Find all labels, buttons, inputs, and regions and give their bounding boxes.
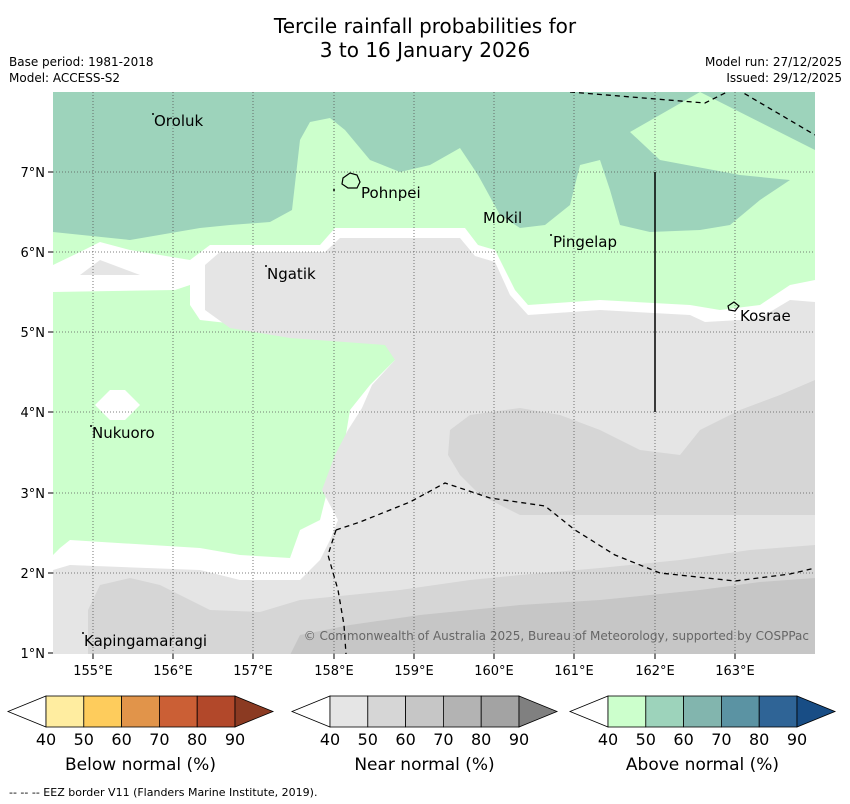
colorbar-tick-label: 40 [597,730,619,749]
colorbar-max-triangle [796,695,837,728]
lat-label: 2°N [21,567,46,582]
lat-label: 3°N [21,487,46,502]
lon-label: 161°E [554,664,594,679]
lat-label: 1°N [21,647,46,662]
colorbar-cell [758,695,798,728]
colorbar-cell [83,695,123,728]
colorbar-min-triangle [568,695,609,728]
title-line-2: 3 to 16 January 2026 [319,38,531,62]
colorbar-cell [121,695,160,728]
colorbar-cell [405,695,444,728]
region-grey-near [53,238,815,654]
colorbar-cell [329,695,369,728]
colorbar-tick-label: 70 [149,730,170,749]
colorbar-tick-label: 90 [508,730,530,749]
model-name: Model: ACCESS-S2 [9,71,121,85]
region-teal-north [53,92,815,240]
colorbar-cell [721,695,760,728]
colorbar-cell [196,695,236,728]
colorbar-cell [45,695,85,728]
region-white-blob [95,390,140,420]
place-label-kosrae: Kosrae [740,307,791,325]
colorbar-min-triangle [290,695,331,728]
issued-date: Issued: 29/12/2025 [726,71,842,85]
place-label-pohnpei: Pohnpei [361,184,421,202]
title-line-1: Tercile rainfall probabilities for [273,14,577,38]
lon-label: 155°E [73,664,113,679]
colorbar-cell [607,695,647,728]
colorbar-cell [158,695,198,728]
map-regions [53,92,815,654]
eez-borders [327,92,815,654]
lon-label: 159°E [394,664,434,679]
lat-label: 4°N [21,406,46,421]
colorbar-cell [480,695,520,728]
colorbar-tick-label: 80 [471,730,492,749]
colorbar-tick-label: 50 [357,730,378,749]
lon-label: 163°E [715,664,755,679]
colorbar-title: Above normal (%) [625,755,780,775]
colorbar-tick-label: 90 [786,730,808,749]
colorbar-title: Below normal (%) [65,755,216,775]
colorbar-tick-label: 50 [73,730,94,749]
region-grey-mid-1 [448,380,815,515]
lat-label: 5°N [21,326,46,341]
region-grey-dark [290,578,815,654]
colorbar-tick-label: 60 [111,730,132,749]
colorbar-min-triangle [6,695,47,728]
base-period: Base period: 1981-2018 [9,55,154,69]
model-run: Model run: 27/12/2025 [704,55,842,69]
place-label-mokil: Mokil [483,209,522,227]
colorbar-tick-label: 80 [749,730,770,749]
place-label-oroluk: Oroluk [154,112,203,130]
colorbar-tick-label: 80 [187,730,208,749]
lon-label: 156°E [153,664,193,679]
lat-label: 6°N [21,246,46,261]
kosrae-island-shape [727,301,740,312]
place-label-pingelap: Pingelap [553,233,617,251]
colorbar-cell [683,695,722,728]
colorbar-tick-label: 50 [635,730,656,749]
lat-label: 7°N [21,166,46,181]
pohnpei-island-shape [341,172,361,189]
colorbars [6,695,837,728]
colorbar-title: Near normal (%) [354,755,495,775]
colorbar-max-triangle [234,695,275,728]
place-label-nukuoro: Nukuoro [92,424,155,442]
colorbar-max-triangle [518,695,559,728]
lon-label: 162°E [635,664,675,679]
place-label-ngatik: Ngatik [267,265,316,283]
colorbar-tick-label: 70 [433,730,454,749]
lon-label: 157°E [233,664,273,679]
colorbar-tick-label: 60 [395,730,416,749]
colorbar-tick-label: 60 [673,730,694,749]
lon-label: 158°E [314,664,354,679]
colorbar-tick-label: 90 [224,730,246,749]
place-label-kapingamarangi: Kapingamarangi [84,632,207,650]
lon-label: 160°E [474,664,514,679]
colorbar-cell [645,695,684,728]
colorbar-cell [442,695,482,728]
copyright-text: © Commonwealth of Australia 2025, Bureau… [304,629,809,643]
colorbar-cell [367,695,406,728]
colorbar-tick-label: 40 [35,730,57,749]
place-markers [82,113,552,634]
colorbar-tick-label: 40 [319,730,341,749]
colorbar-tick-label: 70 [711,730,732,749]
footnote: -- -- -- EEZ border V11 (Flanders Marine… [9,786,318,799]
